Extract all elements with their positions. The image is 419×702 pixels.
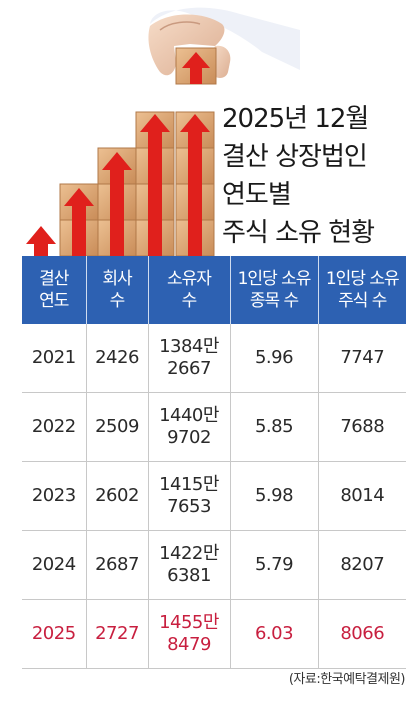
table-header-row: 결산 연도 회사 수 소유자 수 1인당 소유 종목 수 1인당 소유 주식 수 (22, 256, 406, 324)
column-header-stocks-per-person: 1인당 소유 종목 수 (230, 256, 319, 324)
table-row: 2022 2509 1440만 9702 5.85 7688 (22, 392, 406, 462)
column-header-year: 결산 연도 (22, 256, 87, 324)
cell-shares-per-person: 8014 (318, 461, 406, 531)
header-line: 소유자 (167, 269, 212, 289)
header-line: 회사 (102, 269, 132, 289)
cell-companies: 2602 (86, 461, 149, 531)
cell-companies: 2426 (86, 324, 149, 393)
cell-owners: 1415만 7653 (148, 461, 231, 531)
title-line: 결산 상장법인 (222, 142, 368, 172)
wooden-block-icon (175, 47, 217, 85)
cell-line: 2667 (167, 358, 211, 379)
title-line: 연도별 (222, 180, 292, 210)
chart-title: 2025년 12월 결산 상장법인 연도별 주식 소유 현황 (222, 100, 414, 252)
header-line: 주식 수 (338, 291, 387, 311)
cell-shares-per-person: 7688 (318, 392, 406, 462)
header-line: 종목 수 (249, 291, 299, 311)
cell-shares-per-person: 8207 (318, 530, 406, 600)
cell-owners: 1440만 9702 (148, 392, 231, 462)
bar-illustration (26, 7, 300, 256)
cell-stocks-per-person: 5.98 (230, 461, 319, 531)
column-header-companies: 회사 수 (86, 256, 149, 324)
red-arrow-icon (180, 114, 210, 256)
title-line: 2025년 12월 (222, 104, 369, 134)
cell-companies: 2727 (86, 599, 149, 669)
header-line: 연도 (39, 291, 69, 311)
cell-year: 2024 (22, 530, 87, 600)
cell-companies: 2509 (86, 392, 149, 462)
cell-line: 1384만 (159, 336, 219, 357)
header-line: 결산 (39, 269, 69, 289)
cell-year: 2025 (22, 599, 87, 669)
table-row: 2025 2727 1455만 8479 6.03 8066 (22, 599, 406, 669)
cell-year: 2023 (22, 461, 87, 531)
header-line: 1인당 소유 (237, 269, 312, 289)
cell-stocks-per-person: 5.79 (230, 530, 319, 600)
cell-owners: 1455만 8479 (148, 599, 231, 669)
cell-shares-per-person: 8066 (318, 599, 406, 669)
cell-stocks-per-person: 5.96 (230, 324, 319, 393)
cell-year: 2022 (22, 392, 87, 462)
cell-line: 7653 (167, 496, 211, 517)
header-line: 수 (181, 291, 198, 311)
column-header-shares-per-person: 1인당 소유 주식 수 (318, 256, 406, 324)
stock-ownership-table: 결산 연도 회사 수 소유자 수 1인당 소유 종목 수 1인당 소유 주식 수 2021… (22, 256, 406, 669)
table-row: 2021 2426 1384만 2667 5.96 7747 (22, 324, 406, 393)
cell-stocks-per-person: 5.85 (230, 392, 319, 462)
header-line: 1인당 소유 (325, 269, 400, 289)
cell-owners: 1384만 2667 (148, 324, 231, 393)
column-header-owners: 소유자 수 (148, 256, 231, 324)
cell-line: 8479 (167, 634, 211, 655)
cell-year: 2021 (22, 324, 87, 393)
cell-owners: 1422만 6381 (148, 530, 231, 600)
cell-line: 1440만 (159, 405, 219, 426)
cell-line: 1422만 (159, 543, 219, 564)
cell-shares-per-person: 7747 (318, 324, 406, 393)
hand-icon (148, 7, 300, 78)
table-row: 2024 2687 1422만 6381 5.79 8207 (22, 530, 406, 600)
table-row: 2023 2602 1415만 7653 5.98 8014 (22, 461, 406, 531)
title-line: 주식 소유 현황 (222, 218, 375, 248)
red-arrow-icon (102, 152, 132, 256)
cell-companies: 2687 (86, 530, 149, 600)
source-note: (자료:한국예탁결제원) (288, 672, 406, 687)
red-arrow-icon (140, 114, 170, 256)
cell-line: 9702 (167, 427, 211, 448)
red-arrow-icon (26, 226, 56, 256)
red-arrow-icon (64, 188, 94, 256)
cell-line: 6381 (167, 565, 211, 586)
cell-line: 1415만 (159, 474, 219, 495)
cell-stocks-per-person: 6.03 (230, 599, 319, 669)
header-line: 수 (109, 291, 126, 311)
cell-line: 1455만 (159, 612, 219, 633)
